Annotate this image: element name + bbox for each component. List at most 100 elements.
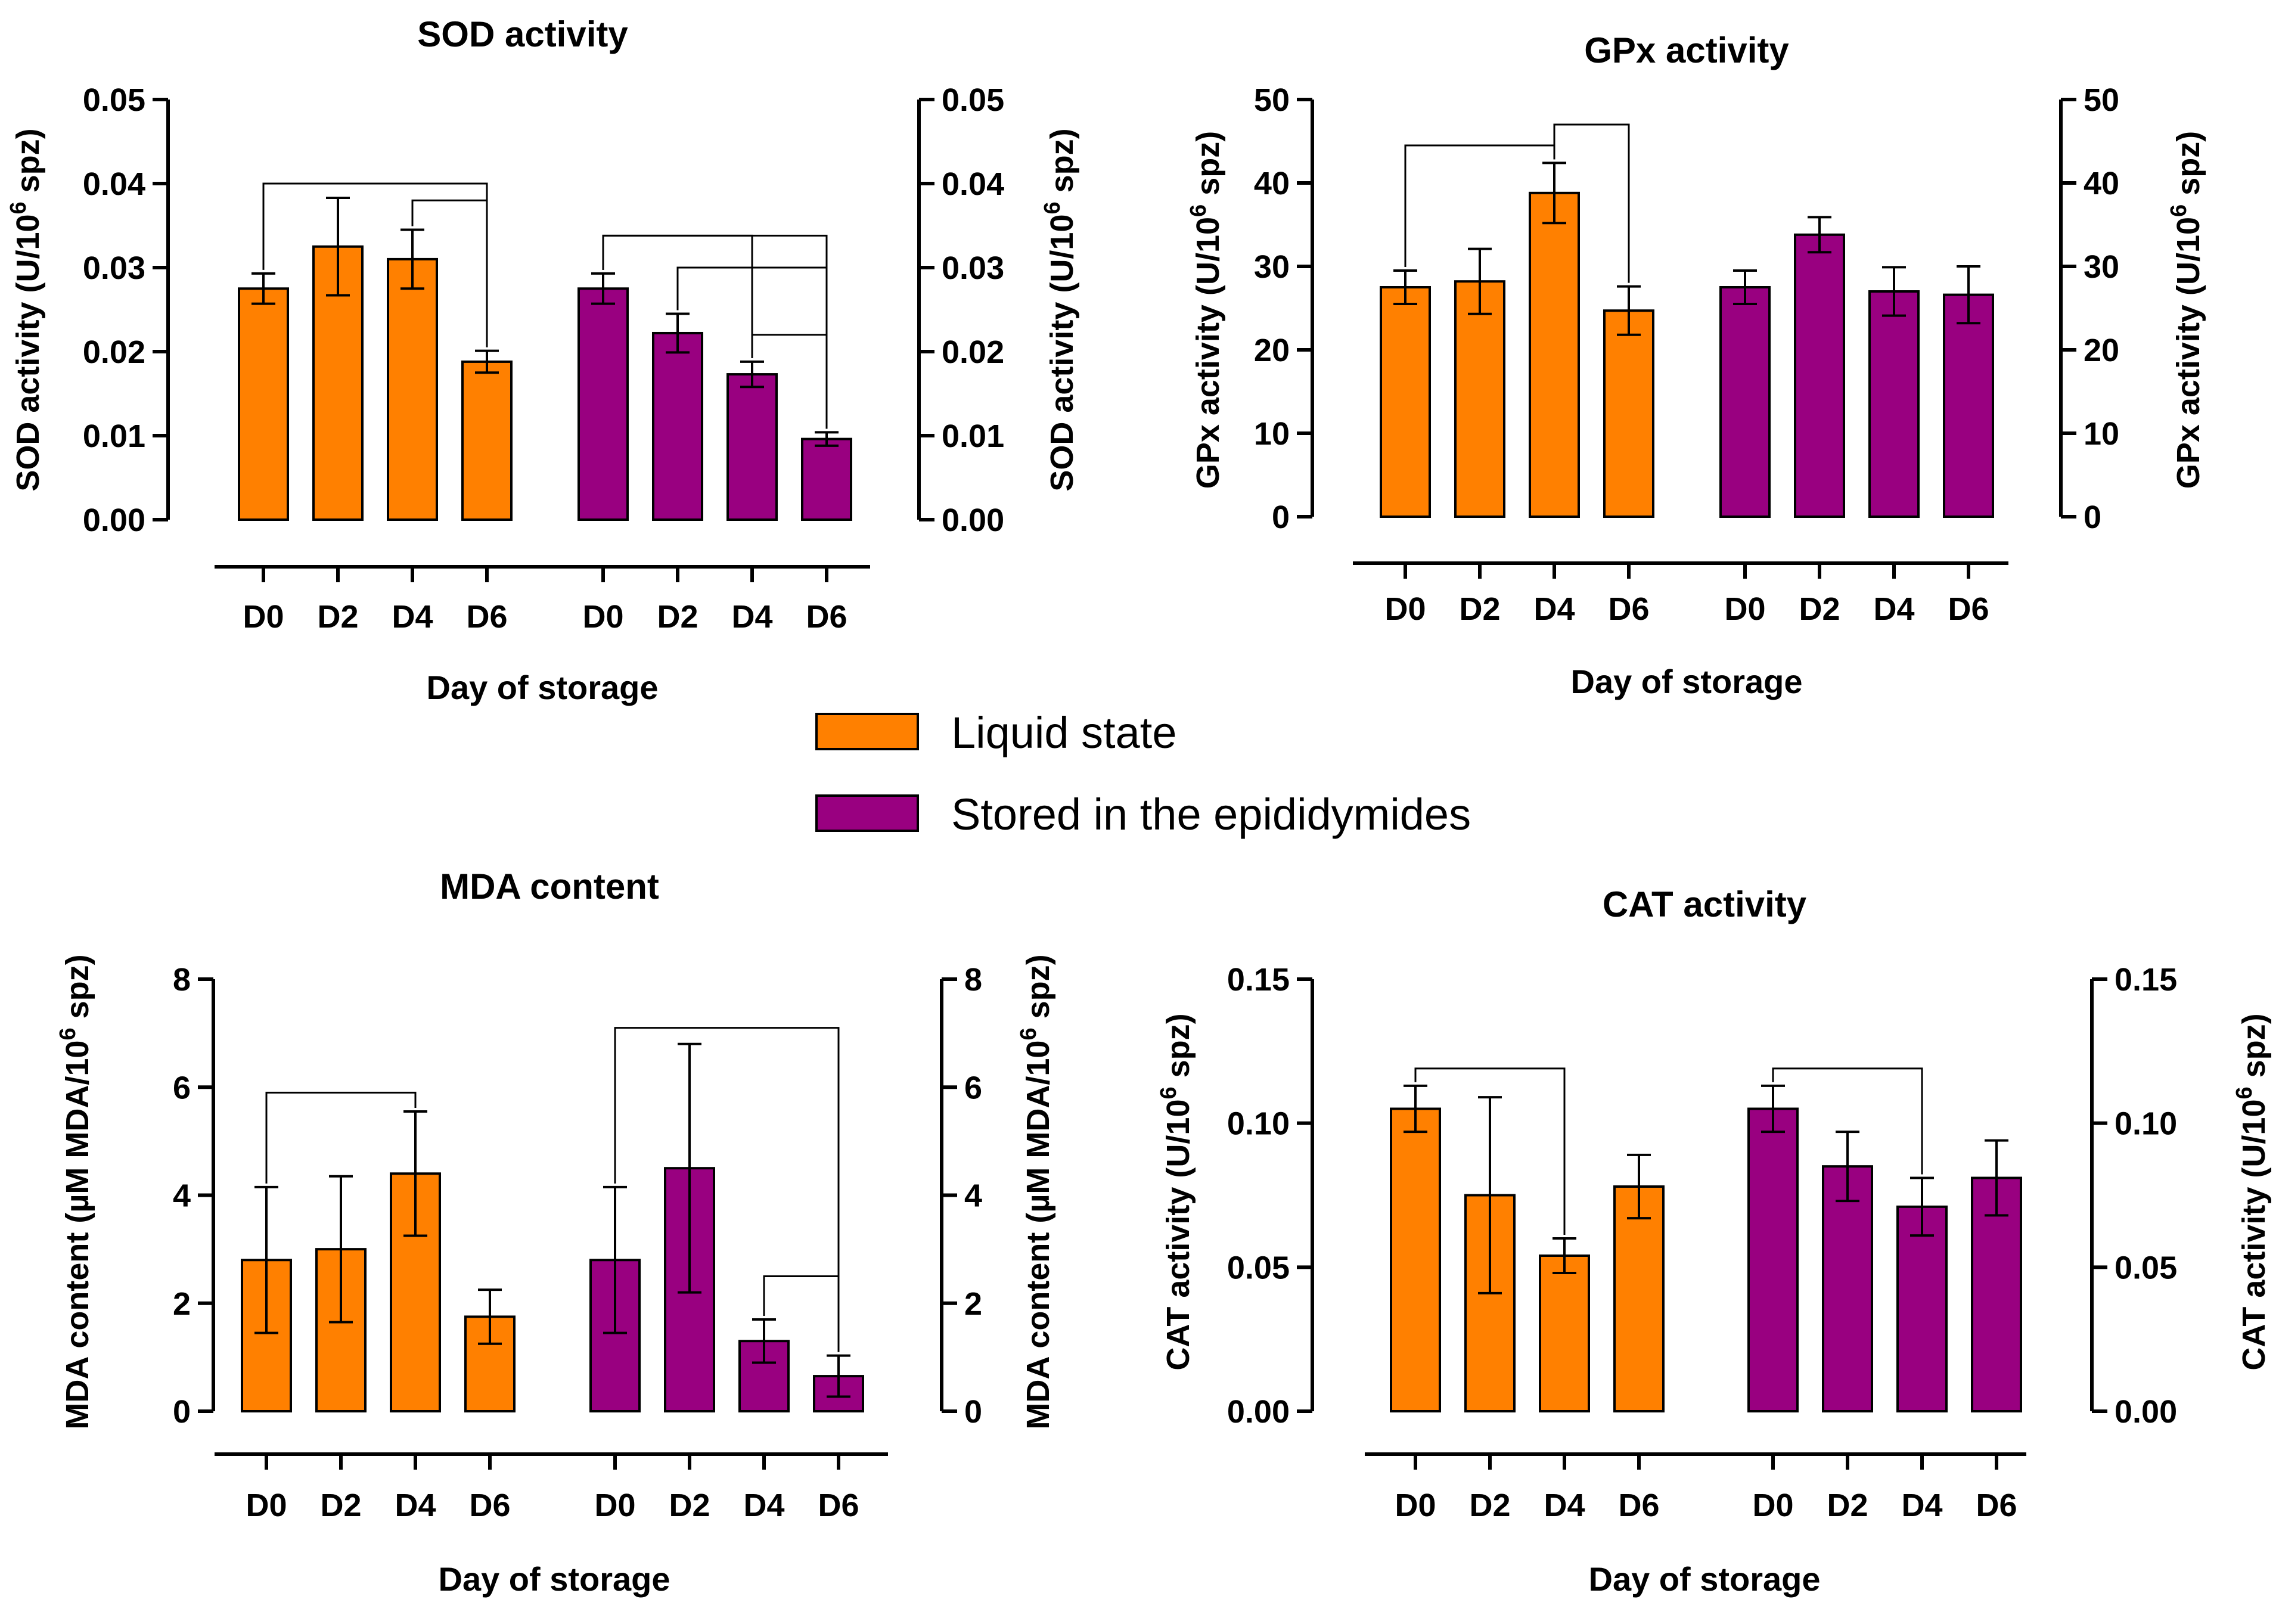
bar-epididymides-d4: [726, 373, 778, 521]
x-tick-label: D0: [594, 1488, 635, 1523]
x-tick-label: D6: [466, 599, 507, 635]
x-tick-label: D0: [1724, 591, 1765, 627]
bar-epididymides-d2: [1794, 233, 1845, 518]
x-tick-label: D4: [392, 599, 433, 635]
bar-liquid-d0: [1380, 286, 1431, 518]
chart-panel-1: SOD activity 0.00 0.01 0.02 0.03 0.04 0.05 0.00…: [6, 14, 1080, 706]
y-tick-label-right: 0.05: [942, 82, 1004, 118]
bar-liquid-d4: [1529, 191, 1580, 518]
bar-epididymides-d2: [652, 331, 703, 521]
y-tick-label-right: 40: [2084, 166, 2119, 201]
legend: Liquid state Stored in the epididymides: [815, 708, 1471, 839]
bar-liquid-d4: [387, 257, 438, 521]
bar-liquid-d0: [1390, 1107, 1441, 1412]
x-tick-label: D4: [1901, 1488, 1942, 1523]
x-tick-label: D4: [1533, 591, 1575, 627]
x-tick-label: D2: [1459, 591, 1500, 627]
y-axis-label-text: spz): [60, 954, 95, 1027]
y-tick-label-left: 0.00: [1227, 1394, 1290, 1430]
x-tick-label: D6: [1608, 591, 1649, 627]
y-tick-label-right: 0.04: [942, 166, 1004, 202]
y-tick-label-right: 0.15: [2115, 962, 2177, 998]
bar-liquid-d6: [1603, 309, 1654, 518]
y-axis-label-text: spz): [2236, 1013, 2272, 1086]
y-tick-label-right: 6: [964, 1070, 982, 1106]
y-axis-label-left: CAT activity (U/106 spz): [1156, 1013, 1196, 1370]
y-axis-label-right: MDA content (µM MDA/106 spz): [1016, 954, 1056, 1429]
y-tick-label-right: 0: [2084, 499, 2101, 535]
y-axis-label-superscript: 6: [1040, 201, 1065, 214]
x-axis-label: Day of storage: [439, 1560, 670, 1598]
chart-panel-2: GPx activity 0 10 20 30 40 50 0 10 20 30 40 50 GPx ac…: [1186, 30, 2206, 700]
y-tick-label-right: 0.10: [2115, 1106, 2177, 1142]
x-tick-label: D6: [1948, 591, 1989, 627]
x-tick-label: D2: [669, 1488, 710, 1523]
chart-panel-4: CAT activity 0.00 0.05 0.10 0.15 0.00 0.05 0.10…: [1156, 884, 2272, 1598]
y-tick-label-right: 0.03: [942, 250, 1004, 286]
significance-bracket: [411, 199, 488, 347]
bar-epididymides-d6: [1943, 293, 1994, 518]
y-axis-label-right: SOD activity (U/106 spz): [1040, 128, 1080, 491]
x-tick-label: D2: [320, 1488, 361, 1523]
y-tick-label-left: 0.10: [1227, 1106, 1290, 1142]
bar-liquid-d6: [461, 360, 513, 521]
y-tick-label-right: 0.00: [2115, 1394, 2177, 1430]
legend-label: Liquid state: [951, 708, 1177, 757]
significance-bracket: [1772, 1067, 1923, 1175]
bar-epididymides-d0: [1747, 1107, 1799, 1412]
y-tick-label-right: 0.01: [942, 418, 1004, 454]
y-axis-label-superscript: 6: [1156, 1086, 1181, 1099]
chart-panel-3: MDA content 0 2 4 6 8 0 2 4 6 8 MDA content (µM MDA…: [55, 867, 1056, 1598]
significance-bracket: [763, 1275, 840, 1352]
y-tick-label-left: 8: [173, 962, 191, 998]
legend-label: Stored in the epididymides: [951, 790, 1471, 839]
y-axis-label-right: GPx activity (U/106 spz): [2166, 131, 2206, 489]
y-tick-label-right: 0.05: [2115, 1250, 2177, 1285]
y-tick-label-left: 2: [173, 1286, 191, 1322]
y-tick-label-left: 50: [1254, 82, 1290, 118]
significance-bracket: [265, 1091, 417, 1184]
x-tick-label: D0: [246, 1488, 287, 1523]
x-tick-label: D0: [243, 599, 284, 635]
y-axis-label-superscript: 6: [2166, 204, 2191, 217]
y-axis-label-left: MDA content (µM MDA/106 spz): [55, 954, 95, 1429]
y-axis-label-text: spz): [1160, 1013, 1196, 1086]
x-tick-label: D4: [743, 1488, 784, 1523]
y-tick-label-right: 0: [964, 1394, 982, 1430]
x-axis-label: Day of storage: [1571, 663, 1803, 700]
x-tick-label: D0: [582, 599, 623, 635]
significance-bracket: [751, 334, 828, 429]
significance-bracket: [262, 182, 488, 347]
bar-epididymides-d2: [1822, 1165, 1873, 1412]
chart-title: SOD activity: [417, 14, 628, 54]
x-tick-label: D6: [1618, 1488, 1659, 1523]
bar-liquid-d2: [1454, 280, 1505, 518]
chart-title: CAT activity: [1603, 884, 1807, 924]
y-axis-label-text: MDA content (µM MDA/10: [1020, 1041, 1056, 1430]
chart-title: MDA content: [440, 867, 659, 906]
y-tick-label-left: 0.00: [83, 502, 145, 538]
y-tick-label-left: 30: [1254, 249, 1290, 285]
y-tick-label-left: 0: [1272, 499, 1290, 535]
significance-bracket: [1553, 123, 1630, 283]
y-axis-label-left: SOD activity (U/106 spz): [6, 128, 46, 491]
y-tick-label-right: 50: [2084, 82, 2119, 118]
y-tick-label-left: 0.05: [1227, 1250, 1290, 1285]
y-axis-label-text: GPx activity (U/10: [2171, 217, 2206, 489]
x-tick-label: D2: [317, 599, 358, 635]
y-axis-label-superscript: 6: [2232, 1086, 2257, 1099]
y-axis-label-text: spz): [1020, 954, 1056, 1027]
y-tick-label-left: 40: [1254, 166, 1290, 201]
y-tick-label-left: 0.05: [83, 82, 145, 118]
y-axis-label-superscript: 6: [1186, 204, 1211, 217]
bar-epididymides-d0: [1719, 286, 1771, 518]
y-axis-label-text: CAT activity (U/10: [2236, 1100, 2272, 1371]
bar-epididymides-d4: [1868, 290, 1920, 518]
y-tick-label-left: 0.03: [83, 250, 145, 286]
y-tick-label-left: 0.04: [83, 166, 145, 202]
x-tick-label: D4: [731, 599, 772, 635]
bar-epididymides-d4: [1896, 1205, 1948, 1413]
y-tick-label-left: 0.15: [1227, 962, 1290, 998]
